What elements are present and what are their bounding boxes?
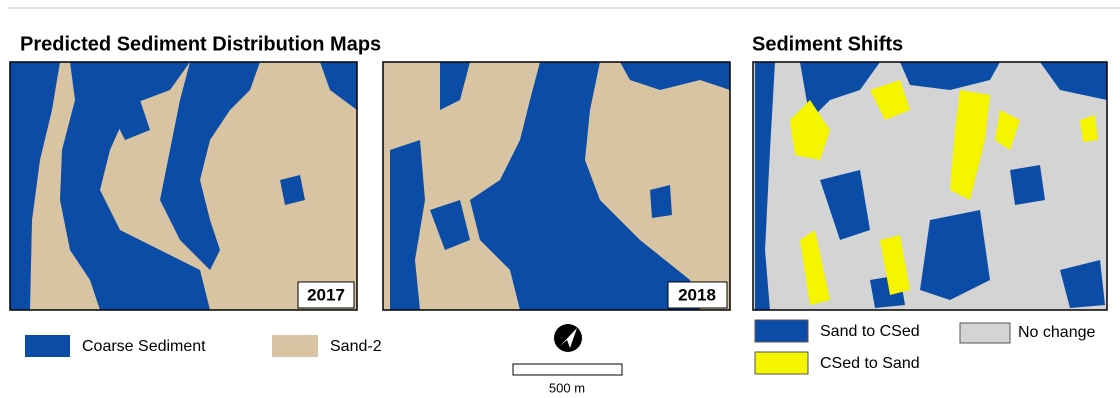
- legend-swatch: [960, 323, 1010, 343]
- scale-label: 500 m: [549, 380, 585, 395]
- legend-swatch: [25, 335, 70, 357]
- scale-bar: [513, 364, 622, 375]
- year-label: 2018: [678, 285, 716, 304]
- legend-swatch: [755, 352, 808, 374]
- legend-label: Coarse Sediment: [82, 338, 206, 355]
- year-label: 2017: [307, 285, 345, 304]
- left-title: Predicted Sediment Distribution Maps: [20, 33, 381, 55]
- north-arrow: [554, 324, 582, 352]
- map-shifts: [753, 62, 1107, 310]
- legend-swatch: [272, 335, 318, 357]
- legend-label: CSed to Sand: [820, 355, 920, 372]
- map-2018: 2018: [383, 62, 730, 310]
- legend-swatch: [755, 320, 808, 342]
- legend-label: Sand to CSed: [820, 323, 920, 340]
- figure: Predicted Sediment Distribution Maps Sed…: [0, 0, 1120, 398]
- right-title: Sediment Shifts: [752, 33, 903, 55]
- legend-label: No change: [1018, 324, 1095, 341]
- map-2017: 2017: [10, 62, 357, 310]
- legend-label: Sand-2: [330, 338, 382, 355]
